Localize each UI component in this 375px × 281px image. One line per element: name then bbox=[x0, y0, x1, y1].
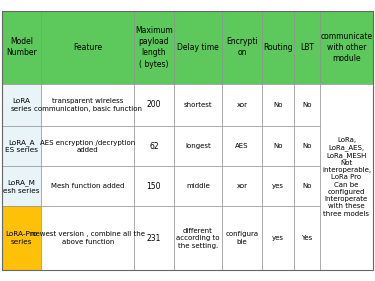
Text: longest: longest bbox=[185, 143, 211, 149]
Text: No: No bbox=[302, 143, 312, 149]
Text: LoRA_A
ES series: LoRA_A ES series bbox=[5, 139, 38, 153]
Text: different
according to
the setting.: different according to the setting. bbox=[176, 228, 220, 249]
Text: LBT: LBT bbox=[300, 43, 314, 52]
Bar bbox=[2, 207, 41, 270]
Bar bbox=[2, 126, 41, 166]
Bar bbox=[262, 11, 294, 84]
Bar bbox=[134, 126, 174, 166]
Bar bbox=[134, 166, 174, 207]
Text: shortest: shortest bbox=[184, 102, 212, 108]
Text: xor: xor bbox=[237, 183, 248, 189]
Text: LoRA-Pro
series: LoRA-Pro series bbox=[6, 231, 38, 245]
Text: xor: xor bbox=[237, 102, 248, 108]
Bar bbox=[174, 126, 222, 166]
Text: Feature: Feature bbox=[73, 43, 102, 52]
Text: Yes: Yes bbox=[302, 235, 313, 241]
Text: communicate
with other
module: communicate with other module bbox=[320, 32, 372, 63]
Text: Maximum
payload
length
( bytes): Maximum payload length ( bytes) bbox=[135, 26, 173, 69]
Bar bbox=[262, 207, 294, 270]
Text: LoRA_M
esh series: LoRA_M esh series bbox=[3, 179, 40, 194]
Bar bbox=[134, 207, 174, 270]
Bar bbox=[294, 166, 320, 207]
Bar bbox=[41, 11, 134, 84]
Bar bbox=[320, 84, 373, 270]
Text: middle: middle bbox=[186, 183, 210, 189]
Bar bbox=[2, 84, 41, 126]
Text: AES: AES bbox=[235, 143, 249, 149]
Text: No: No bbox=[302, 183, 312, 189]
Text: AES encryption /decryption
added: AES encryption /decryption added bbox=[40, 140, 135, 153]
Bar bbox=[320, 11, 373, 84]
Bar bbox=[41, 126, 134, 166]
Bar bbox=[294, 207, 320, 270]
Text: No: No bbox=[302, 102, 312, 108]
Bar bbox=[134, 11, 174, 84]
Text: LoRa,
LoRa_AES,
LoRa_MESH
Not
interoperable,
LoRa Pro
Can be
configured
Interope: LoRa, LoRa_AES, LoRa_MESH Not interopera… bbox=[322, 137, 371, 217]
Text: 231: 231 bbox=[147, 234, 161, 243]
Bar bbox=[41, 84, 134, 126]
Bar bbox=[2, 11, 41, 84]
Text: 150: 150 bbox=[147, 182, 161, 191]
Text: No: No bbox=[273, 143, 283, 149]
Text: Delay time: Delay time bbox=[177, 43, 219, 52]
Text: No: No bbox=[273, 102, 283, 108]
Bar bbox=[2, 166, 41, 207]
Bar bbox=[262, 126, 294, 166]
Bar bbox=[134, 84, 174, 126]
Text: 62: 62 bbox=[149, 142, 159, 151]
Bar bbox=[41, 166, 134, 207]
Bar bbox=[294, 126, 320, 166]
Bar bbox=[41, 207, 134, 270]
Text: newest version , combine all the
above function: newest version , combine all the above f… bbox=[31, 231, 145, 245]
Text: Mesh function added: Mesh function added bbox=[51, 183, 124, 189]
Text: configura
ble: configura ble bbox=[225, 231, 259, 245]
Text: yes: yes bbox=[272, 235, 284, 241]
Bar bbox=[294, 84, 320, 126]
Bar bbox=[174, 166, 222, 207]
Bar bbox=[222, 126, 262, 166]
Text: transparent wireless
communication, basic function: transparent wireless communication, basi… bbox=[34, 98, 142, 112]
Text: Encrypti
on: Encrypti on bbox=[226, 37, 258, 58]
Bar bbox=[294, 11, 320, 84]
Bar bbox=[222, 207, 262, 270]
Bar bbox=[262, 84, 294, 126]
Bar bbox=[174, 207, 222, 270]
Bar bbox=[222, 84, 262, 126]
Bar bbox=[262, 166, 294, 207]
Text: Model
Number: Model Number bbox=[6, 37, 37, 58]
Text: 200: 200 bbox=[147, 100, 161, 110]
Text: LoRA
series: LoRA series bbox=[11, 98, 32, 112]
Bar bbox=[174, 11, 222, 84]
Text: yes: yes bbox=[272, 183, 284, 189]
Bar bbox=[174, 84, 222, 126]
Text: Routing: Routing bbox=[263, 43, 293, 52]
Bar bbox=[222, 11, 262, 84]
Bar bbox=[222, 166, 262, 207]
